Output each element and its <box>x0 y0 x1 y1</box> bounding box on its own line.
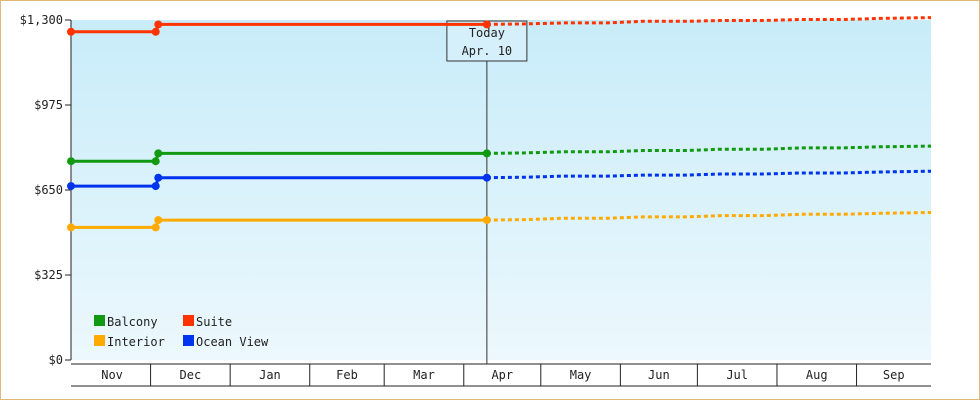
y-tick-label: $0 <box>49 353 63 367</box>
data-point-interior <box>154 216 163 225</box>
x-tick-label: Jul <box>726 368 748 382</box>
data-point-interior <box>151 223 160 232</box>
y-tick-label: $1,300 <box>20 13 63 27</box>
data-point-ocean-view <box>482 173 491 182</box>
legend-swatch-interior <box>94 335 105 346</box>
data-point-balcony <box>154 149 163 158</box>
data-point-ocean-view <box>67 182 75 191</box>
x-axis: Nov Dec Jan Feb Mar Apr May Jun Jul Aug Sep <box>71 363 931 387</box>
y-tick-label: $975 <box>34 98 63 112</box>
data-point-ocean-view <box>151 182 160 191</box>
x-tick-label: Apr <box>491 368 513 382</box>
data-point-suite <box>482 20 491 29</box>
legend-swatch-ocean-view <box>183 335 194 346</box>
data-point-suite <box>154 20 163 29</box>
series-line-ocean-view <box>71 176 487 188</box>
today-date-label: Apr. 10 <box>462 44 513 58</box>
y-axis: $0 $325 $650 $975 $1,300 <box>20 13 72 367</box>
data-point-interior <box>482 216 491 225</box>
data-point-balcony <box>151 157 160 166</box>
x-tick-label: Jan <box>259 368 281 382</box>
x-tick-label: Dec <box>180 368 202 382</box>
series-forecast-balcony <box>486 144 932 155</box>
y-tick-label: $650 <box>34 183 63 197</box>
series-line-balcony <box>71 151 487 163</box>
data-point-ocean-view <box>154 173 163 182</box>
series-forecast-ocean-view <box>486 169 932 180</box>
series-forecast-suite <box>486 16 932 26</box>
data-point-suite <box>67 27 75 36</box>
legend: Balcony Suite Interior Ocean View <box>94 315 269 349</box>
x-tick-label: May <box>570 368 592 382</box>
x-tick-label: Mar <box>413 368 435 382</box>
legend-label-suite: Suite <box>196 315 232 329</box>
legend-swatch-suite <box>183 315 194 326</box>
data-point-balcony <box>482 149 491 158</box>
data-point-balcony <box>67 157 75 166</box>
data-point-interior <box>67 223 75 232</box>
today-label: Today <box>469 26 505 40</box>
x-tick-label: Aug <box>806 368 828 382</box>
legend-label-interior: Interior <box>107 335 165 349</box>
legend-swatch-balcony <box>94 315 105 326</box>
x-tick-label: Feb <box>336 368 358 382</box>
x-tick-label: Nov <box>101 368 123 382</box>
plot-area <box>71 20 931 360</box>
data-point-suite <box>151 27 160 36</box>
x-tick-label: Jun <box>648 368 670 382</box>
series-lines <box>67 16 932 232</box>
x-tick-label: Sep <box>883 368 905 382</box>
y-tick-label: $325 <box>34 268 63 282</box>
legend-label-ocean-view: Ocean View <box>196 335 269 349</box>
legend-label-balcony: Balcony <box>107 315 158 329</box>
series-forecast-interior <box>486 211 932 222</box>
